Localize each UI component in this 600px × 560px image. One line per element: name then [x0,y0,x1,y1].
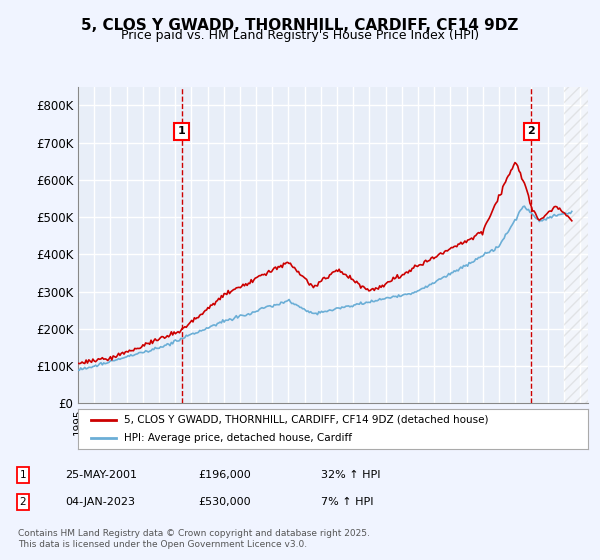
Text: 2: 2 [527,127,535,137]
Text: £196,000: £196,000 [198,470,251,480]
Text: 1: 1 [178,127,185,137]
Text: Contains HM Land Registry data © Crown copyright and database right 2025.
This d: Contains HM Land Registry data © Crown c… [18,529,370,549]
Text: 2: 2 [19,497,26,507]
Text: Price paid vs. HM Land Registry's House Price Index (HPI): Price paid vs. HM Land Registry's House … [121,29,479,42]
Text: 5, CLOS Y GWADD, THORNHILL, CARDIFF, CF14 9DZ (detached house): 5, CLOS Y GWADD, THORNHILL, CARDIFF, CF1… [124,415,488,424]
Text: HPI: Average price, detached house, Cardiff: HPI: Average price, detached house, Card… [124,433,352,443]
Text: 5, CLOS Y GWADD, THORNHILL, CARDIFF, CF14 9DZ: 5, CLOS Y GWADD, THORNHILL, CARDIFF, CF1… [82,18,518,33]
Text: 32% ↑ HPI: 32% ↑ HPI [321,470,380,480]
Text: 7% ↑ HPI: 7% ↑ HPI [321,497,373,507]
Text: 04-JAN-2023: 04-JAN-2023 [65,497,135,507]
Bar [564,87,588,403]
Text: 25-MAY-2001: 25-MAY-2001 [65,470,137,480]
Text: £530,000: £530,000 [198,497,251,507]
Text: 1: 1 [19,470,26,480]
